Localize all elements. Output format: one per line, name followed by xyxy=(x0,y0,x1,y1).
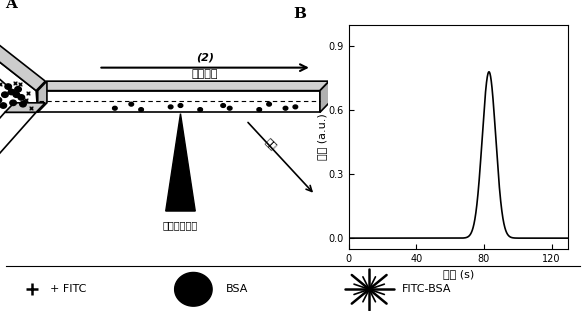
Circle shape xyxy=(0,103,6,108)
Text: + FITC: + FITC xyxy=(50,284,86,294)
Text: FITC-BSA: FITC-BSA xyxy=(401,284,451,294)
Text: (2): (2) xyxy=(196,53,214,63)
Y-axis label: 荧光 (a.u.): 荧光 (a.u.) xyxy=(317,114,327,160)
Circle shape xyxy=(5,84,12,89)
Text: A: A xyxy=(5,0,17,11)
Polygon shape xyxy=(38,81,329,91)
Circle shape xyxy=(18,95,25,100)
Circle shape xyxy=(0,97,2,103)
Polygon shape xyxy=(38,81,47,112)
Text: 检测: 检测 xyxy=(263,136,278,151)
Text: B: B xyxy=(294,7,306,21)
Circle shape xyxy=(10,100,16,105)
Polygon shape xyxy=(0,112,36,168)
Circle shape xyxy=(2,92,8,97)
Circle shape xyxy=(139,108,144,111)
Polygon shape xyxy=(175,272,212,306)
Polygon shape xyxy=(38,91,320,112)
Text: 电动驱动: 电动驱动 xyxy=(192,69,219,79)
Polygon shape xyxy=(5,103,45,112)
Text: 激光诱导荧光: 激光诱导荧光 xyxy=(163,220,198,230)
Polygon shape xyxy=(320,81,329,112)
Circle shape xyxy=(129,102,134,106)
Circle shape xyxy=(227,106,232,110)
Circle shape xyxy=(283,106,288,110)
Circle shape xyxy=(293,105,298,109)
Text: BSA: BSA xyxy=(226,284,248,294)
Circle shape xyxy=(178,104,183,107)
Circle shape xyxy=(267,102,271,106)
X-axis label: 时间 (s): 时间 (s) xyxy=(443,269,474,279)
Circle shape xyxy=(13,92,20,97)
Circle shape xyxy=(257,108,261,111)
Circle shape xyxy=(198,108,203,111)
Polygon shape xyxy=(166,114,195,211)
Circle shape xyxy=(8,89,15,95)
Circle shape xyxy=(168,105,173,109)
Circle shape xyxy=(15,86,21,92)
Circle shape xyxy=(113,106,117,110)
Circle shape xyxy=(221,104,226,107)
Polygon shape xyxy=(0,28,45,91)
Polygon shape xyxy=(0,38,38,112)
Circle shape xyxy=(20,101,26,107)
